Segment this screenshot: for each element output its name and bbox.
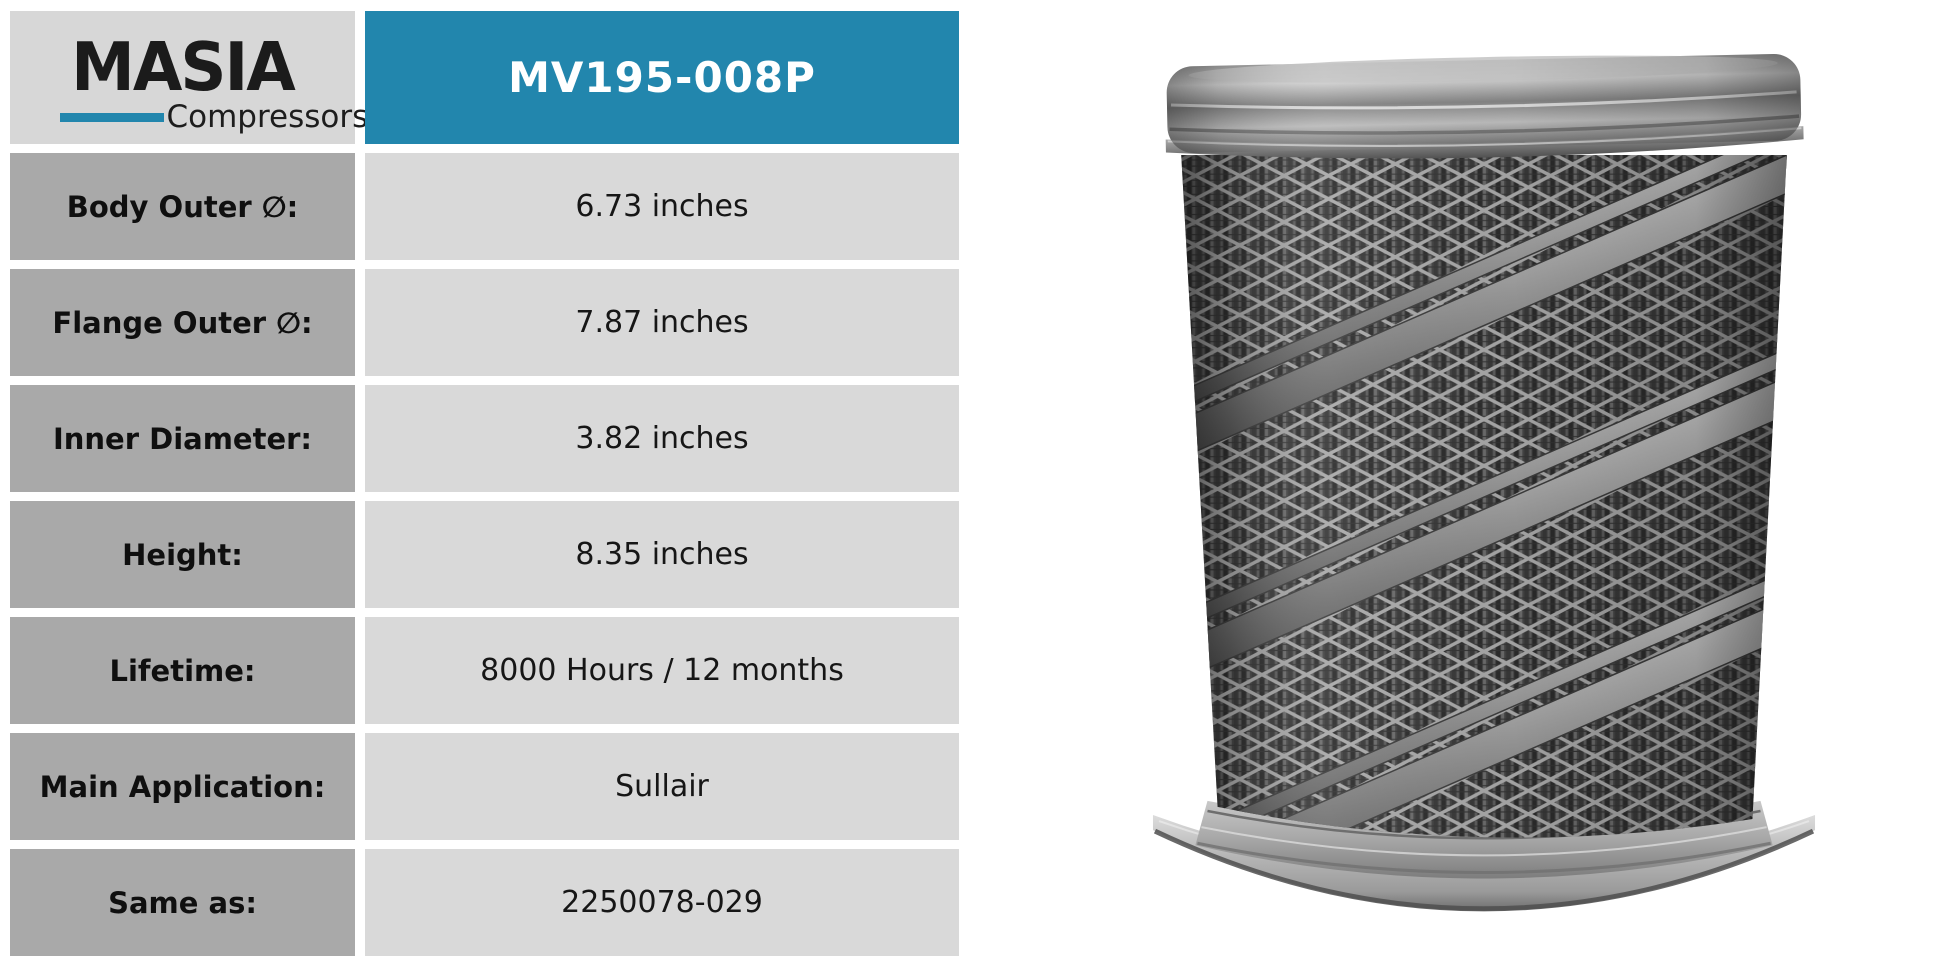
separator-mesh-body	[1181, 154, 1787, 838]
spec-value-body-outer-diameter: 6.73 inches	[365, 153, 959, 260]
spec-value-same-as: 2250078-029	[365, 849, 959, 956]
separator-element-illustration	[1152, 54, 1816, 912]
spec-label-height: Height:	[10, 501, 355, 608]
spec-label-main-application: Main Application:	[10, 733, 355, 840]
brand-logo: MASIA Compressors	[10, 11, 368, 144]
spec-label-inner-diameter: Inner Diameter:	[10, 385, 355, 492]
brand-name: MASIA	[71, 29, 296, 107]
spec-label-same-as: Same as:	[10, 849, 355, 956]
spec-value-flange-outer-diameter: 7.87 inches	[365, 269, 959, 376]
brand-tagline-row: Compressors	[59, 102, 368, 133]
spec-label-lifetime: Lifetime:	[10, 617, 355, 724]
part-number-header: MV195-008P	[365, 11, 959, 144]
logo-underline-bar	[59, 113, 164, 122]
product-photo	[1150, 48, 1818, 926]
spec-value-height: 8.35 inches	[365, 501, 959, 608]
spec-label-flange-outer-diameter: Flange Outer ∅:	[10, 269, 355, 376]
spec-value-lifetime: 8000 Hours / 12 months	[365, 617, 959, 724]
spec-label-body-outer-diameter: Body Outer ∅:	[10, 153, 355, 260]
spec-value-inner-diameter: 3.82 inches	[365, 385, 959, 492]
brand-tagline: Compressors	[166, 99, 369, 135]
spec-table: MASIA Compressors MV195-008P Body Outer …	[10, 11, 959, 956]
separator-top-rim	[1165, 54, 1804, 159]
spec-value-main-application: Sullair	[365, 733, 959, 840]
